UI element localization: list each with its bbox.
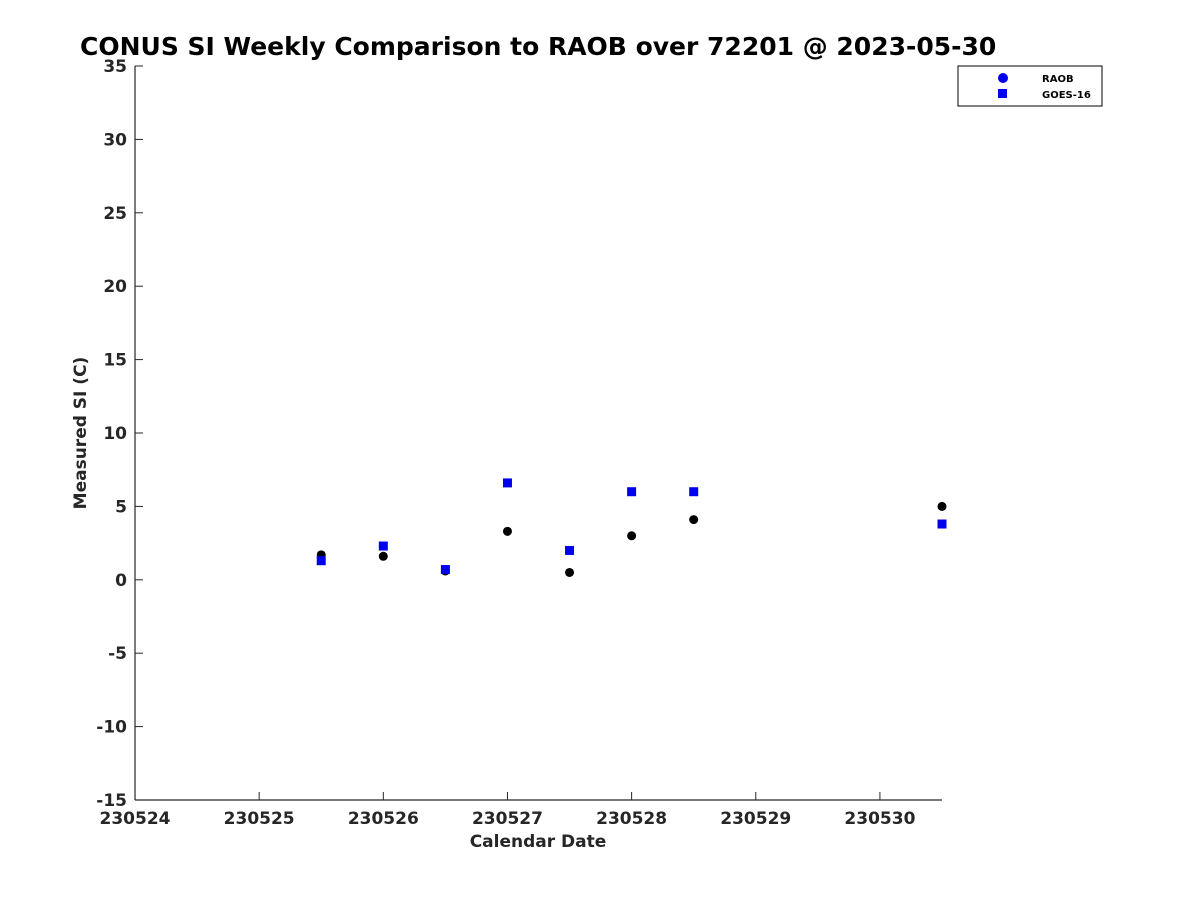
x-tick-label: 230524	[100, 809, 171, 829]
data-point-raob	[502, 526, 512, 536]
series-goes-16	[316, 478, 947, 575]
x-axis-label: Calendar Date	[470, 832, 607, 852]
legend-raob-label: RAOB	[1042, 74, 1074, 85]
y-tick-label: 35	[103, 57, 127, 77]
y-tick-label: -15	[96, 791, 127, 811]
y-tick-label: 10	[103, 424, 127, 444]
legend-goes-label: GOES-16	[1042, 90, 1091, 101]
x-axis-ticks: 230524 230525 230526 230527 230528 230529 2305…	[100, 792, 916, 829]
x-tick-label: 230527	[472, 809, 543, 829]
y-tick-label: -5	[108, 644, 127, 664]
plot-area	[134, 66, 942, 801]
data-point-raob	[627, 531, 637, 541]
y-tick-label: 15	[103, 351, 127, 371]
y-tick-label: 25	[103, 204, 127, 224]
y-tick-label: 30	[103, 130, 127, 150]
data-point-raob	[378, 551, 388, 561]
legend: RAOB GOES-16	[957, 65, 1103, 107]
data-point-goes-16	[689, 487, 699, 497]
data-point-goes-16	[502, 478, 512, 488]
data-point-goes-16	[378, 541, 388, 551]
legend-box	[957, 65, 1103, 107]
data-series	[316, 478, 947, 577]
x-tick-label: 230526	[348, 809, 419, 829]
data-point-goes-16	[627, 487, 637, 497]
legend-raob-marker	[998, 73, 1008, 83]
x-tick-label: 230525	[224, 809, 295, 829]
x-tick-label: 230528	[596, 809, 667, 829]
data-point-goes-16	[440, 565, 450, 575]
data-point-goes-16	[316, 556, 326, 566]
y-axis-label: Measured SI (C)	[71, 357, 91, 510]
data-point-raob	[565, 567, 575, 577]
x-tick-label: 230530	[844, 809, 915, 829]
legend-goes-marker	[998, 89, 1007, 98]
data-point-raob	[937, 501, 947, 511]
x-tick-label: 230529	[720, 809, 791, 829]
y-tick-label: 20	[103, 277, 127, 297]
data-point-goes-16	[565, 545, 575, 555]
y-tick-label: 0	[115, 571, 127, 591]
y-tick-label: -10	[96, 718, 127, 738]
series-raob	[316, 501, 947, 577]
data-point-goes-16	[937, 519, 947, 529]
data-point-raob	[689, 515, 699, 525]
chart-title: CONUS SI Weekly Comparison to RAOB over …	[80, 32, 996, 61]
y-axis-ticks: 35 30 25 20 15 10 5 0 -5 -10 -15	[96, 57, 143, 811]
y-tick-label: 5	[115, 497, 127, 517]
